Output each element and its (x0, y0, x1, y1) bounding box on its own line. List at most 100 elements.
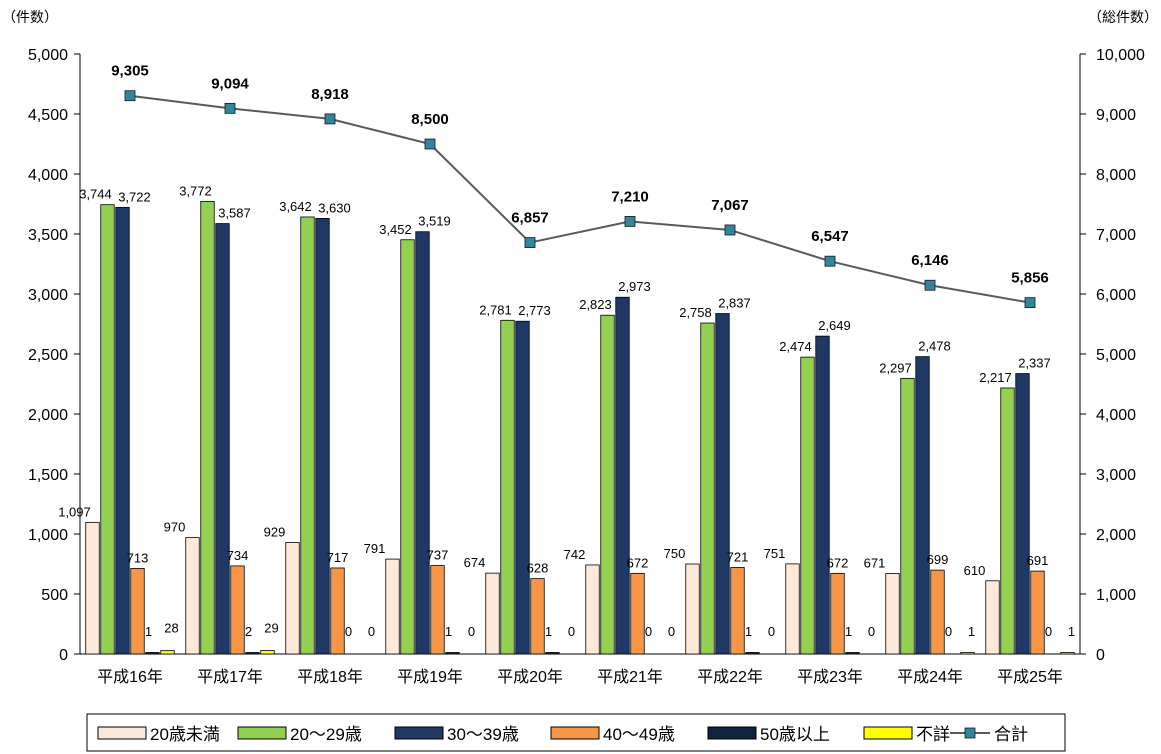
left-tick-label: 4,500 (28, 107, 68, 124)
bar-value-label: 2 (245, 624, 252, 639)
category-label: 平成23年 (797, 668, 863, 686)
left-axis-unit: （件数） (2, 9, 58, 25)
total-value-label: 6,146 (911, 252, 949, 269)
bar-1 (385, 558, 400, 655)
category-label: 平成18年 (297, 668, 363, 686)
total-marker (324, 113, 336, 125)
bar-value-label: 3,642 (279, 199, 312, 214)
bar-5 (445, 652, 460, 655)
legend-swatch (97, 726, 147, 740)
total-marker (524, 237, 536, 248)
bar-1 (85, 521, 100, 655)
bar-value-label: 0 (645, 624, 652, 639)
bar-value-label: 0 (768, 624, 775, 639)
bar-1 (285, 542, 300, 655)
bar-value-label: 713 (127, 550, 149, 565)
bar-value-label: 0 (868, 624, 875, 639)
bar-value-label: 610 (964, 563, 986, 578)
bar-1 (885, 573, 900, 655)
bar-value-label: 1 (968, 624, 975, 639)
total-marker (624, 215, 636, 227)
bar-1 (685, 563, 700, 655)
bar-4 (130, 568, 145, 655)
total-marker (724, 224, 736, 236)
bar-value-label: 717 (327, 550, 349, 565)
bar-2 (900, 377, 915, 655)
bar-value-label: 2,478 (918, 339, 951, 354)
bar-value-label: 1,097 (58, 504, 91, 519)
total-line-path (129, 94, 1031, 304)
legend-marker-swatch (964, 727, 976, 739)
bar-4 (630, 572, 645, 655)
total-value-label: 8,500 (411, 111, 449, 128)
bar-value-label: 0 (368, 624, 375, 639)
bar-4 (230, 565, 245, 655)
category-label: 平成20年 (497, 668, 563, 686)
bar-value-label: 0 (945, 624, 952, 639)
bar-value-label: 672 (627, 555, 649, 570)
bar-4 (830, 572, 845, 655)
total-value-label: 7,067 (711, 197, 749, 214)
bar-3 (315, 217, 330, 655)
legend-swatch (863, 726, 913, 740)
total-marker (924, 279, 936, 291)
bar-2 (400, 239, 415, 655)
bar-5 (845, 652, 860, 655)
bar-3 (515, 320, 530, 655)
bar-value-label: 29 (264, 621, 278, 636)
total-line (124, 90, 1036, 309)
bar-value-label: 0 (1045, 624, 1052, 639)
bar-value-label: 2,781 (479, 302, 512, 317)
left-tick-label: 4,000 (28, 167, 68, 184)
legend-label: 合計 (994, 725, 1028, 744)
category-label: 平成22年 (697, 668, 763, 686)
legend-swatch (237, 726, 287, 740)
right-tick-label: 5,000 (1096, 347, 1136, 364)
bar-6 (260, 650, 275, 655)
bar-5 (145, 652, 160, 655)
bar-value-label: 0 (668, 624, 675, 639)
bar-value-label: 2,649 (818, 318, 851, 333)
bar-value-label: 2,217 (979, 370, 1012, 385)
legend-label: 30～39歳 (447, 725, 519, 744)
legend-label: 不詳 (916, 725, 950, 744)
bar-5 (745, 652, 760, 655)
bar-5 (545, 652, 560, 655)
total-value-label: 5,856 (1011, 270, 1049, 287)
right-tick-label: 1,000 (1096, 587, 1136, 604)
bar-1 (185, 537, 200, 655)
bar-value-label: 970 (164, 520, 186, 535)
bar-1 (585, 564, 600, 655)
bar-3 (715, 313, 730, 655)
total-marker (1024, 297, 1036, 309)
right-tick-label: 6,000 (1096, 287, 1136, 304)
bar-4 (330, 567, 345, 655)
total-value-label: 9,305 (111, 63, 149, 80)
bar-3 (1015, 373, 1030, 655)
right-tick-label: 8,000 (1096, 167, 1136, 184)
total-value-label: 8,918 (311, 86, 349, 103)
bar-4 (730, 567, 745, 655)
bar-value-label: 0 (345, 624, 352, 639)
bar-4 (930, 569, 945, 655)
bar-2 (500, 319, 515, 655)
bar-3 (615, 296, 630, 655)
left-tick-label: 3,500 (28, 227, 68, 244)
axes: 0 500 1,000 1,500 2,000 2,500 3,000 3,500 4,000 4… (28, 47, 1145, 686)
right-tick-label: 4,000 (1096, 407, 1136, 424)
bar-value-label: 2,474 (779, 339, 812, 354)
bar-value-label: 751 (764, 546, 786, 561)
right-tick-label: 9,000 (1096, 107, 1136, 124)
bar-value-label: 628 (527, 561, 549, 576)
bar-value-label: 1 (445, 624, 452, 639)
bar-value-label: 929 (264, 525, 286, 540)
bar-5 (245, 652, 260, 655)
bar-6 (160, 650, 175, 655)
bar-value-label: 1 (1068, 624, 1075, 639)
category-label: 平成24年 (897, 668, 963, 686)
total-marker (124, 90, 136, 102)
bar-2 (200, 200, 215, 655)
bar-value-label: 742 (564, 547, 586, 562)
bar-value-label: 28 (164, 621, 178, 636)
